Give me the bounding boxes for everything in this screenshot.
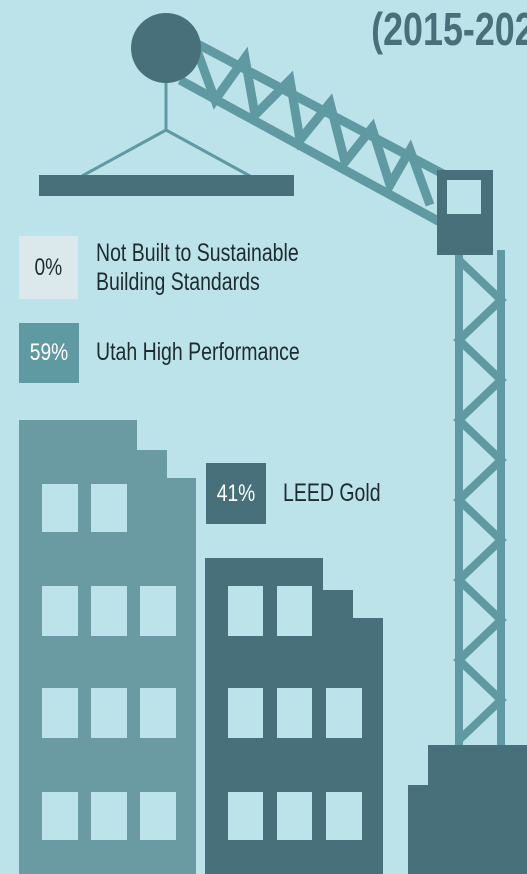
illustration <box>0 0 527 874</box>
legend-swatch: 41% <box>206 463 266 524</box>
crane-base <box>408 745 527 874</box>
legend-label: LEED Gold <box>283 479 381 508</box>
hoist-lines <box>82 80 250 176</box>
value-label: 41% <box>217 480 255 508</box>
legend-swatch: 0% <box>19 236 78 299</box>
crane-load-beam <box>39 175 294 196</box>
label-line: Not Built to Sustainable <box>96 239 299 268</box>
label-line: LEED Gold <box>283 479 381 508</box>
value-label: 59% <box>30 339 68 367</box>
title: (2015-2020) <box>372 2 527 56</box>
legend-label: Utah High Performance <box>96 338 300 367</box>
crane-tower <box>459 250 501 748</box>
crane-hook-ball <box>131 13 201 83</box>
cab-window <box>447 180 481 214</box>
value-label: 0% <box>35 254 63 282</box>
infographic: (2015-2020) 0% Not Built to SustainableB… <box>0 0 527 874</box>
label-line: Building Standards <box>96 268 299 297</box>
label-line: Utah High Performance <box>96 338 300 367</box>
legend-swatch: 59% <box>19 323 79 383</box>
